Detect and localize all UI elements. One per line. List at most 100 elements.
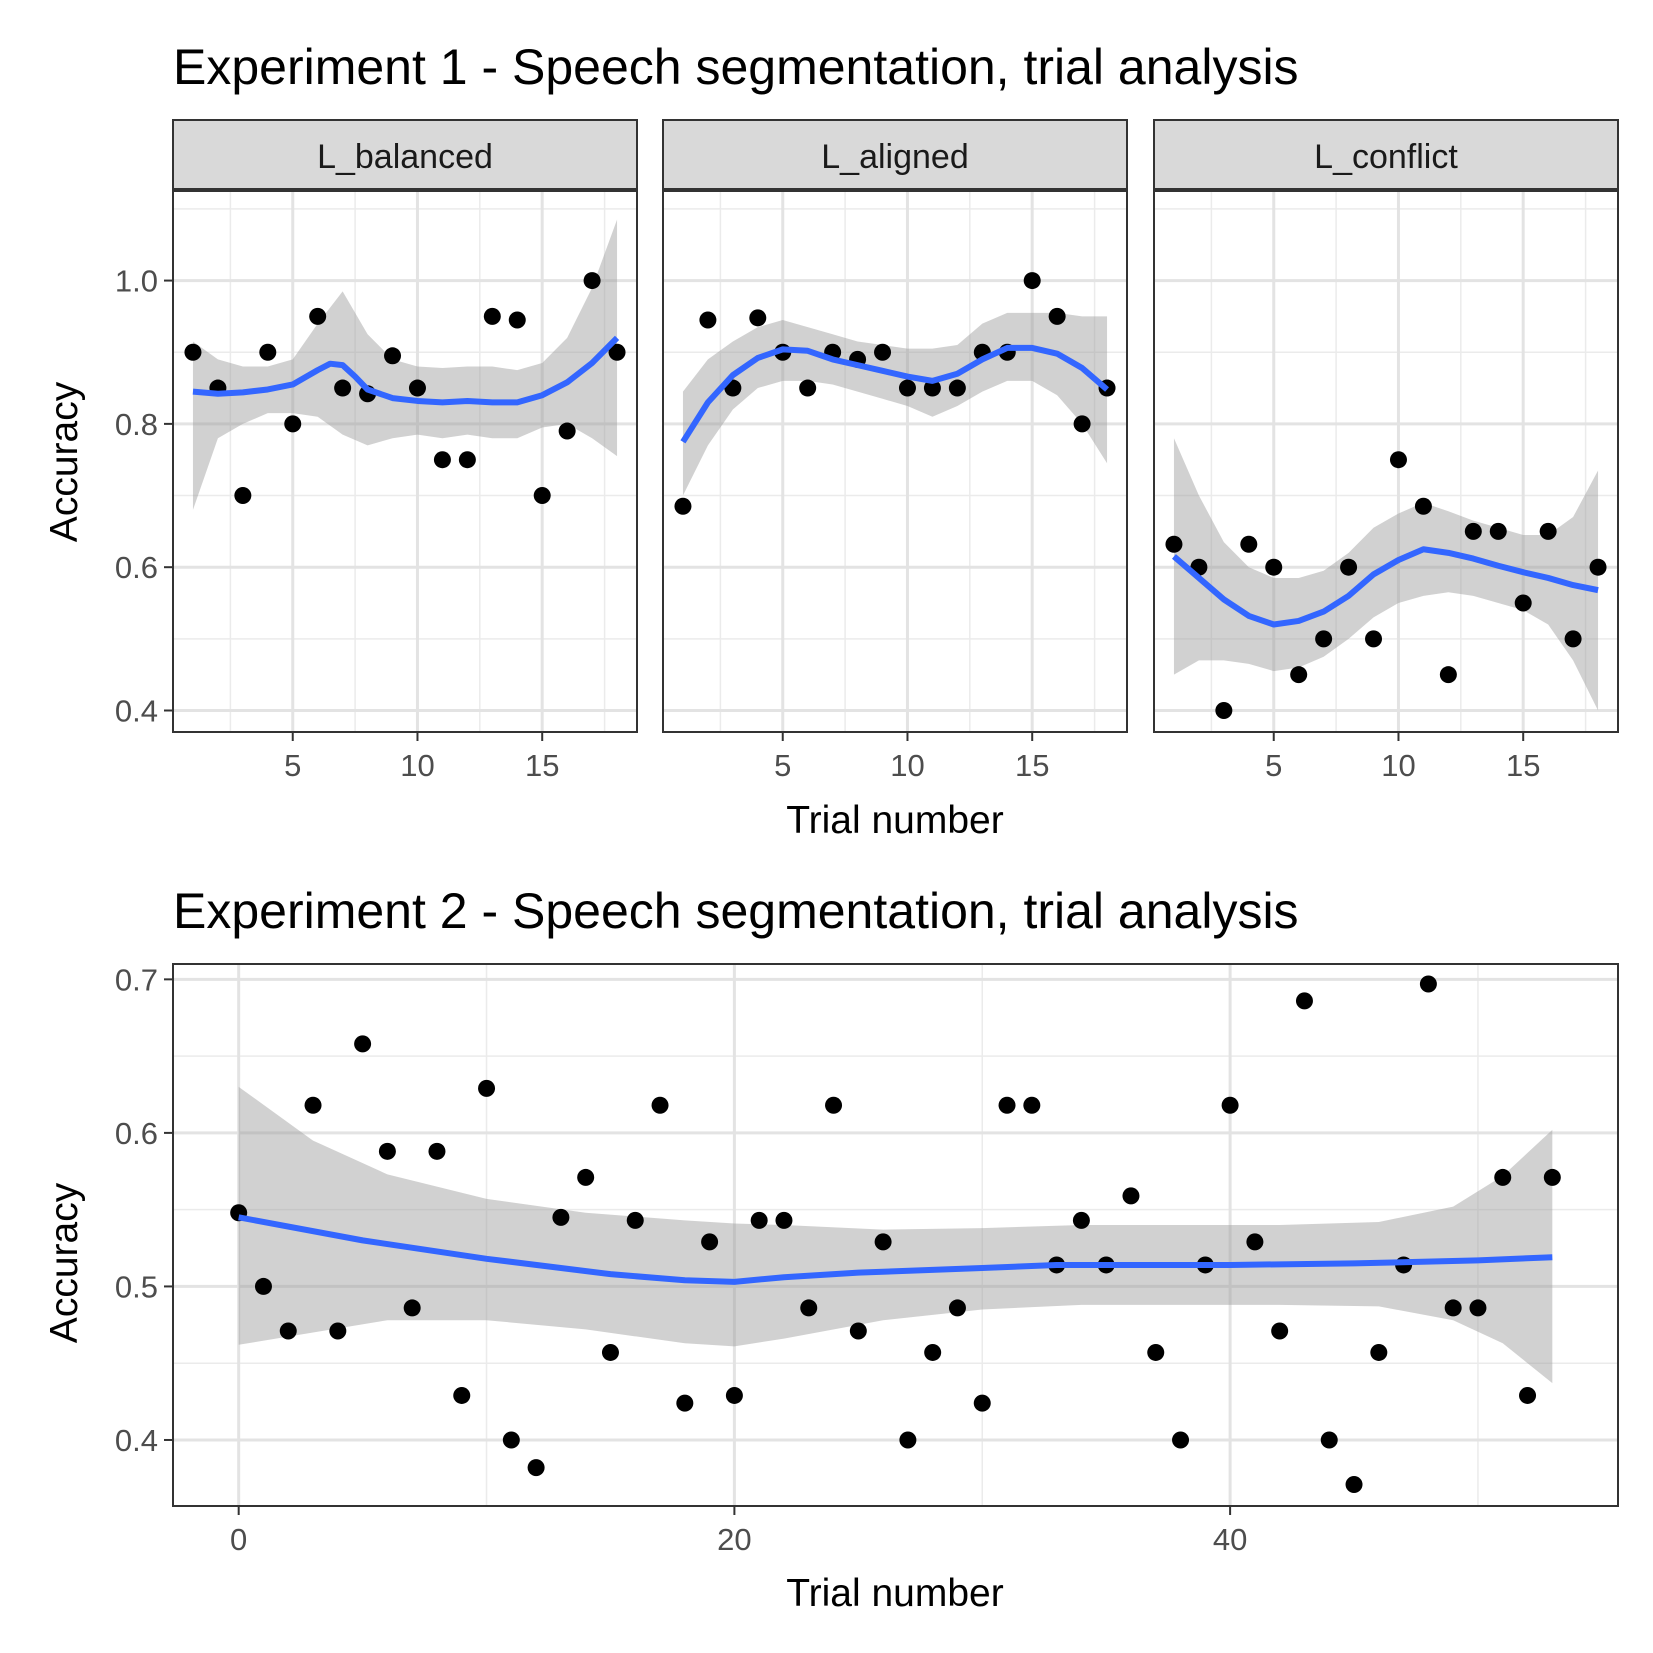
facet-l-balanced-data-point xyxy=(508,311,526,329)
facet-l-conflict-data-point xyxy=(1539,522,1557,540)
experiment-2-data-point xyxy=(800,1299,818,1317)
experiment-2-data-point xyxy=(1345,1476,1363,1494)
experiment-2-data-point xyxy=(1221,1096,1239,1114)
experiment-2-data-point xyxy=(1419,975,1437,993)
facet-l-balanced-data-point xyxy=(184,343,202,361)
experiment-2-data-point xyxy=(1172,1431,1190,1449)
facet-l-aligned-data-point xyxy=(1023,272,1041,290)
experiment-2-smooth-line xyxy=(238,1214,1553,1285)
experiment-2-confidence-ribbon xyxy=(238,1086,1553,1384)
experiment-1-l-aligned-x-tick-label: 15 xyxy=(1015,748,1049,783)
experiment-2-data-point xyxy=(676,1394,694,1412)
facet-l-balanced-data-point xyxy=(583,272,601,290)
facet-panel-l-aligned xyxy=(662,119,1128,733)
experiment-2-x-tick-label: 20 xyxy=(717,1522,751,1557)
facet-l-aligned-data-point xyxy=(699,311,717,329)
facet-l-balanced-data-point xyxy=(284,415,302,433)
facet-l-balanced-data-point xyxy=(558,422,576,440)
experiment-2-data-point xyxy=(502,1431,520,1449)
experiment-2-data-point xyxy=(354,1035,372,1053)
facet-l-balanced-data-point xyxy=(433,451,451,469)
facet-l-balanced-data-point xyxy=(483,307,501,325)
experiment-1-l-balanced-x-tick-label: 5 xyxy=(284,748,301,783)
experiment-2-y-tick-label: 0.4 xyxy=(115,1423,158,1458)
experiment-2-data-point xyxy=(1246,1233,1264,1251)
experiment-2-data-point xyxy=(1469,1299,1487,1317)
experiment-2-data-point xyxy=(924,1343,942,1361)
facet-l-conflict-data-point xyxy=(1265,558,1283,576)
facet-l-aligned-smooth-line xyxy=(680,344,1109,444)
experiment-2-data-point xyxy=(304,1096,322,1114)
experiment-2-data-point xyxy=(948,1299,966,1317)
experiment-2-data-point xyxy=(1494,1168,1512,1186)
experiment-2-data-point xyxy=(1295,992,1313,1010)
experiment-1-l-conflict-x-tick-label: 5 xyxy=(1265,748,1282,783)
experiment-2-panel xyxy=(172,963,1619,1507)
experiment-2-data-point xyxy=(1519,1386,1537,1404)
facet-l-balanced-data-point xyxy=(458,451,476,469)
facet-l-conflict-data-point xyxy=(1514,594,1532,612)
experiment-2-x-axis-title: Trial number xyxy=(786,1572,1003,1615)
facet-l-balanced-data-point xyxy=(408,379,426,397)
facet-l-balanced-data-point xyxy=(309,307,327,325)
experiment-2-data-point xyxy=(775,1211,793,1229)
facet-l-conflict-data-point xyxy=(1414,497,1432,515)
facet-panel-l-conflict xyxy=(1153,119,1619,733)
facet-l-conflict-data-point xyxy=(1215,702,1233,720)
facet-l-conflict-data-point xyxy=(1589,558,1607,576)
facet-l-aligned-data-point xyxy=(1073,415,1091,433)
experiment-1-strip-label-l-conflict: L_conflict xyxy=(1314,138,1458,176)
experiment-2-data-point xyxy=(453,1386,471,1404)
facet-l-balanced-data-point xyxy=(234,487,252,505)
facet-l-conflict-data-point xyxy=(1290,666,1308,684)
experiment-2-data-point xyxy=(1271,1322,1289,1340)
facet-l-conflict-panel-border xyxy=(1153,190,1619,733)
facet-l-aligned-data-point xyxy=(674,497,692,515)
facet-strip-l-conflict xyxy=(1153,119,1619,190)
experiment-2-data-point xyxy=(279,1322,297,1340)
experiment-2-y-axis-title: Accuracy xyxy=(43,1182,86,1343)
experiment-2-x-tick-label: 40 xyxy=(1213,1522,1247,1557)
experiment-1-l-balanced-y-tick-label: 0.4 xyxy=(115,694,158,729)
experiment-2-y-tick-label: 0.5 xyxy=(115,1269,158,1304)
facet-l-aligned-data-point xyxy=(898,379,916,397)
experiment-1-l-balanced-x-tick-label: 10 xyxy=(400,748,434,783)
facet-panel-l-balanced xyxy=(172,119,638,733)
facet-l-conflict-data-point xyxy=(1564,630,1582,648)
facet-l-conflict-data-point xyxy=(1165,535,1183,553)
experiment-2-y-tick-label: 0.7 xyxy=(115,962,158,997)
facet-l-aligned-data-point xyxy=(1048,307,1066,325)
facet-l-conflict-data-point xyxy=(1340,558,1358,576)
experiment-2-data-point xyxy=(725,1386,743,1404)
experiment-2-data-point xyxy=(1122,1187,1140,1205)
experiment-2-title: Experiment 2 - Speech segmentation, tria… xyxy=(173,883,1299,939)
experiment-1-strip-label-l-aligned: L_aligned xyxy=(821,138,968,176)
facet-l-aligned-data-point xyxy=(923,379,941,397)
facet-l-conflict-data-point xyxy=(1315,630,1333,648)
experiment-2-data-point xyxy=(403,1299,421,1317)
experiment-2-data-point xyxy=(750,1211,768,1229)
facet-l-balanced-panel-background xyxy=(173,191,637,732)
experiment-2-panel-border xyxy=(172,963,1619,1507)
experiment-1-l-aligned-x-tick-label: 5 xyxy=(774,748,791,783)
experiment-1-x-axis-title: Trial number xyxy=(786,799,1003,842)
experiment-2-data-point xyxy=(329,1322,347,1340)
facet-l-conflict-data-point xyxy=(1489,522,1507,540)
facet-l-aligned-panel-border xyxy=(662,190,1128,733)
facet-l-conflict-data-point xyxy=(1240,535,1258,553)
experiment-2-data-point xyxy=(1320,1431,1338,1449)
experiment-1-l-balanced-x-tick-label: 15 xyxy=(525,748,559,783)
experiment-1-x-tick-labels: 5 10 15 5 10 15 5 10 15 xyxy=(284,732,1540,783)
facet-l-balanced-confidence-ribbon xyxy=(192,219,618,510)
experiment-2-data-point xyxy=(1444,1299,1462,1317)
facet-l-conflict-data-point xyxy=(1365,630,1383,648)
experiment-2-data-point xyxy=(973,1394,991,1412)
facet-l-balanced-data-point xyxy=(384,347,402,365)
facet-l-balanced-data-point xyxy=(334,379,352,397)
experiment-2-data-point xyxy=(478,1079,496,1097)
experiment-2-data-point xyxy=(651,1096,669,1114)
experiment-2-data-point xyxy=(1023,1096,1041,1114)
facet-l-balanced-panel-border xyxy=(172,190,638,733)
experiment-2-y-tick-label: 0.6 xyxy=(115,1116,158,1151)
